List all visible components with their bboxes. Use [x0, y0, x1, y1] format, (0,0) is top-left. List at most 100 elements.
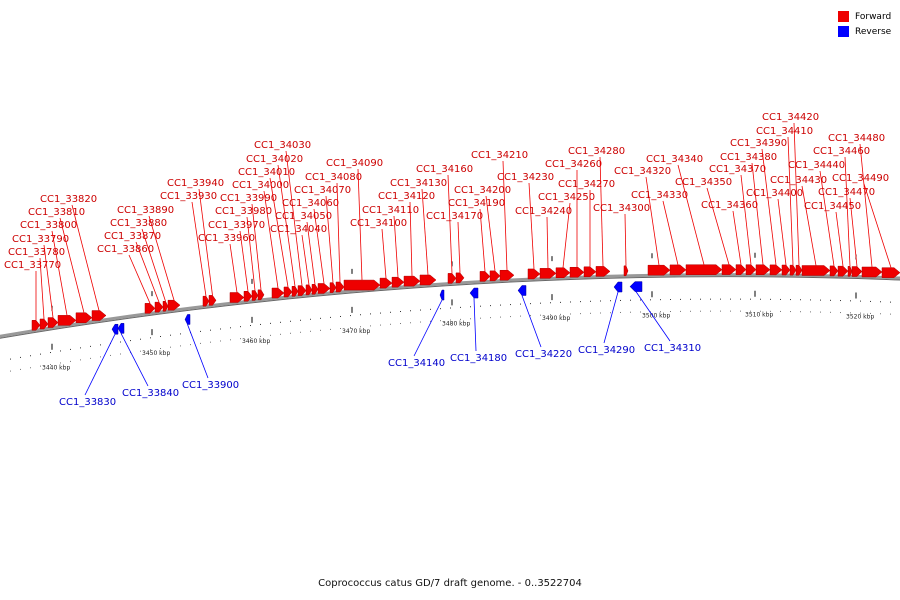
- reverse-gene-arrow: [629, 281, 643, 292]
- minor-tick: [90, 357, 91, 359]
- minor-tick: [270, 322, 271, 324]
- minor-tick: [680, 298, 681, 300]
- forward-gene-leader: [599, 156, 604, 267]
- minor-tick: [100, 344, 101, 346]
- genome-backbone-shadow: [0, 276, 900, 339]
- forward-gene-arrow: [669, 264, 687, 276]
- minor-tick: [120, 341, 121, 343]
- minor-tick: [740, 298, 741, 300]
- minor-tick: [870, 312, 871, 314]
- minor-tick: [430, 320, 431, 322]
- minor-tick: [610, 300, 611, 302]
- forward-gene-arrow: [343, 279, 381, 291]
- minor-tick: [390, 323, 391, 325]
- minor-tick: [630, 311, 631, 313]
- forward-gene-label: CC1_34390: [730, 138, 787, 149]
- forward-gene-label: CC1_34200: [454, 185, 511, 196]
- minor-tick: [220, 328, 221, 330]
- forward-gene-leader: [740, 174, 752, 265]
- tick-label: 3490 kbp: [542, 315, 570, 322]
- minor-tick: [650, 311, 651, 313]
- gene-labels: CC1_33770 CC1_33780 CC1_33790 CC1_33800 CC1_…: [4, 112, 892, 408]
- forward-gene-leader: [39, 257, 45, 320]
- minor-tick: [210, 341, 211, 343]
- tick-label: 3460 kbp: [242, 338, 270, 345]
- minor-tick: [300, 331, 301, 333]
- forward-gene-leader: [706, 187, 730, 265]
- minor-tick: [730, 310, 731, 312]
- minor-tick: [860, 312, 861, 314]
- minor-tick: [510, 316, 511, 318]
- forward-gene-arrow: [455, 272, 465, 284]
- forward-gene-arrow: [305, 284, 313, 296]
- forward-gene-leader: [325, 195, 334, 283]
- forward-gene-label: CC1_34440: [788, 160, 845, 171]
- forward-gene-label: CC1_34380: [720, 152, 777, 163]
- minor-tick: [350, 327, 351, 329]
- forward-gene-leader: [239, 230, 249, 292]
- minor-tick: [580, 313, 581, 315]
- minor-tick: [290, 332, 291, 334]
- forward-gene-arrow: [781, 264, 791, 276]
- forward-gene-leader: [71, 204, 100, 311]
- minor-tick: [440, 320, 441, 322]
- forward-gene-leader: [135, 241, 160, 303]
- minor-tick: [120, 353, 121, 355]
- minor-tick: [410, 322, 411, 324]
- minor-tick: [720, 298, 721, 300]
- minor-tick: [100, 356, 101, 358]
- minor-tick: [50, 352, 51, 354]
- minor-tick: [640, 299, 641, 301]
- forward-gene-leader: [246, 216, 256, 291]
- forward-gene-arrow: [243, 291, 253, 302]
- gene-features: [31, 264, 900, 335]
- minor-tick: [80, 359, 81, 361]
- forward-gene-label: CC1_34430: [770, 175, 827, 186]
- forward-gene-label: CC1_33820: [40, 194, 97, 205]
- forward-gene-arrow: [144, 303, 156, 314]
- forward-gene-label: CC1_33980: [215, 206, 272, 217]
- minor-tick: [460, 318, 461, 320]
- minor-tick: [420, 309, 421, 311]
- forward-gene-leader: [198, 188, 213, 296]
- forward-gene-leader: [409, 201, 413, 277]
- minor-tick: [410, 310, 411, 312]
- forward-gene-leader: [306, 221, 316, 285]
- forward-gene-arrow: [789, 264, 797, 276]
- minor-tick: [500, 304, 501, 306]
- minor-tick: [250, 325, 251, 327]
- reverse-gene-arrow: [184, 314, 191, 325]
- forward-gene-arrow: [31, 320, 41, 331]
- reverse-gene-leader: [521, 295, 542, 348]
- forward-gene-label: CC1_33990: [220, 193, 277, 204]
- minor-tick: [790, 311, 791, 313]
- forward-gene-arrow: [391, 276, 405, 288]
- forward-gene-label: CC1_34060: [282, 198, 339, 209]
- minor-tick: [20, 356, 21, 358]
- minor-tick: [520, 315, 521, 317]
- minor-tick: [720, 310, 721, 312]
- forward-gene-label: CC1_34000: [232, 180, 289, 191]
- minor-tick: [160, 336, 161, 338]
- forward-gene-label: CC1_33790: [12, 234, 69, 245]
- forward-gene-arrow: [202, 295, 210, 307]
- forward-gene-arrow: [861, 266, 883, 278]
- forward-gene-leader: [835, 211, 844, 267]
- forward-gene-leader: [502, 160, 508, 271]
- forward-gene-label: CC1_33860: [97, 244, 154, 255]
- minor-tick: [540, 314, 541, 316]
- minor-tick: [450, 319, 451, 321]
- minor-tick: [70, 348, 71, 350]
- minor-tick: [240, 338, 241, 340]
- forward-gene-arrow: [479, 271, 491, 282]
- forward-gene-arrow: [721, 264, 737, 275]
- forward-gene-leader: [819, 170, 835, 266]
- forward-gene-arrow: [47, 317, 59, 328]
- minor-tick: [130, 340, 131, 342]
- legend: Forward Reverse: [838, 9, 891, 39]
- minor-tick: [310, 330, 311, 332]
- minor-tick: [550, 314, 551, 316]
- minor-tick: [370, 313, 371, 315]
- forward-gene-leader: [447, 174, 453, 274]
- minor-tick: [850, 300, 851, 302]
